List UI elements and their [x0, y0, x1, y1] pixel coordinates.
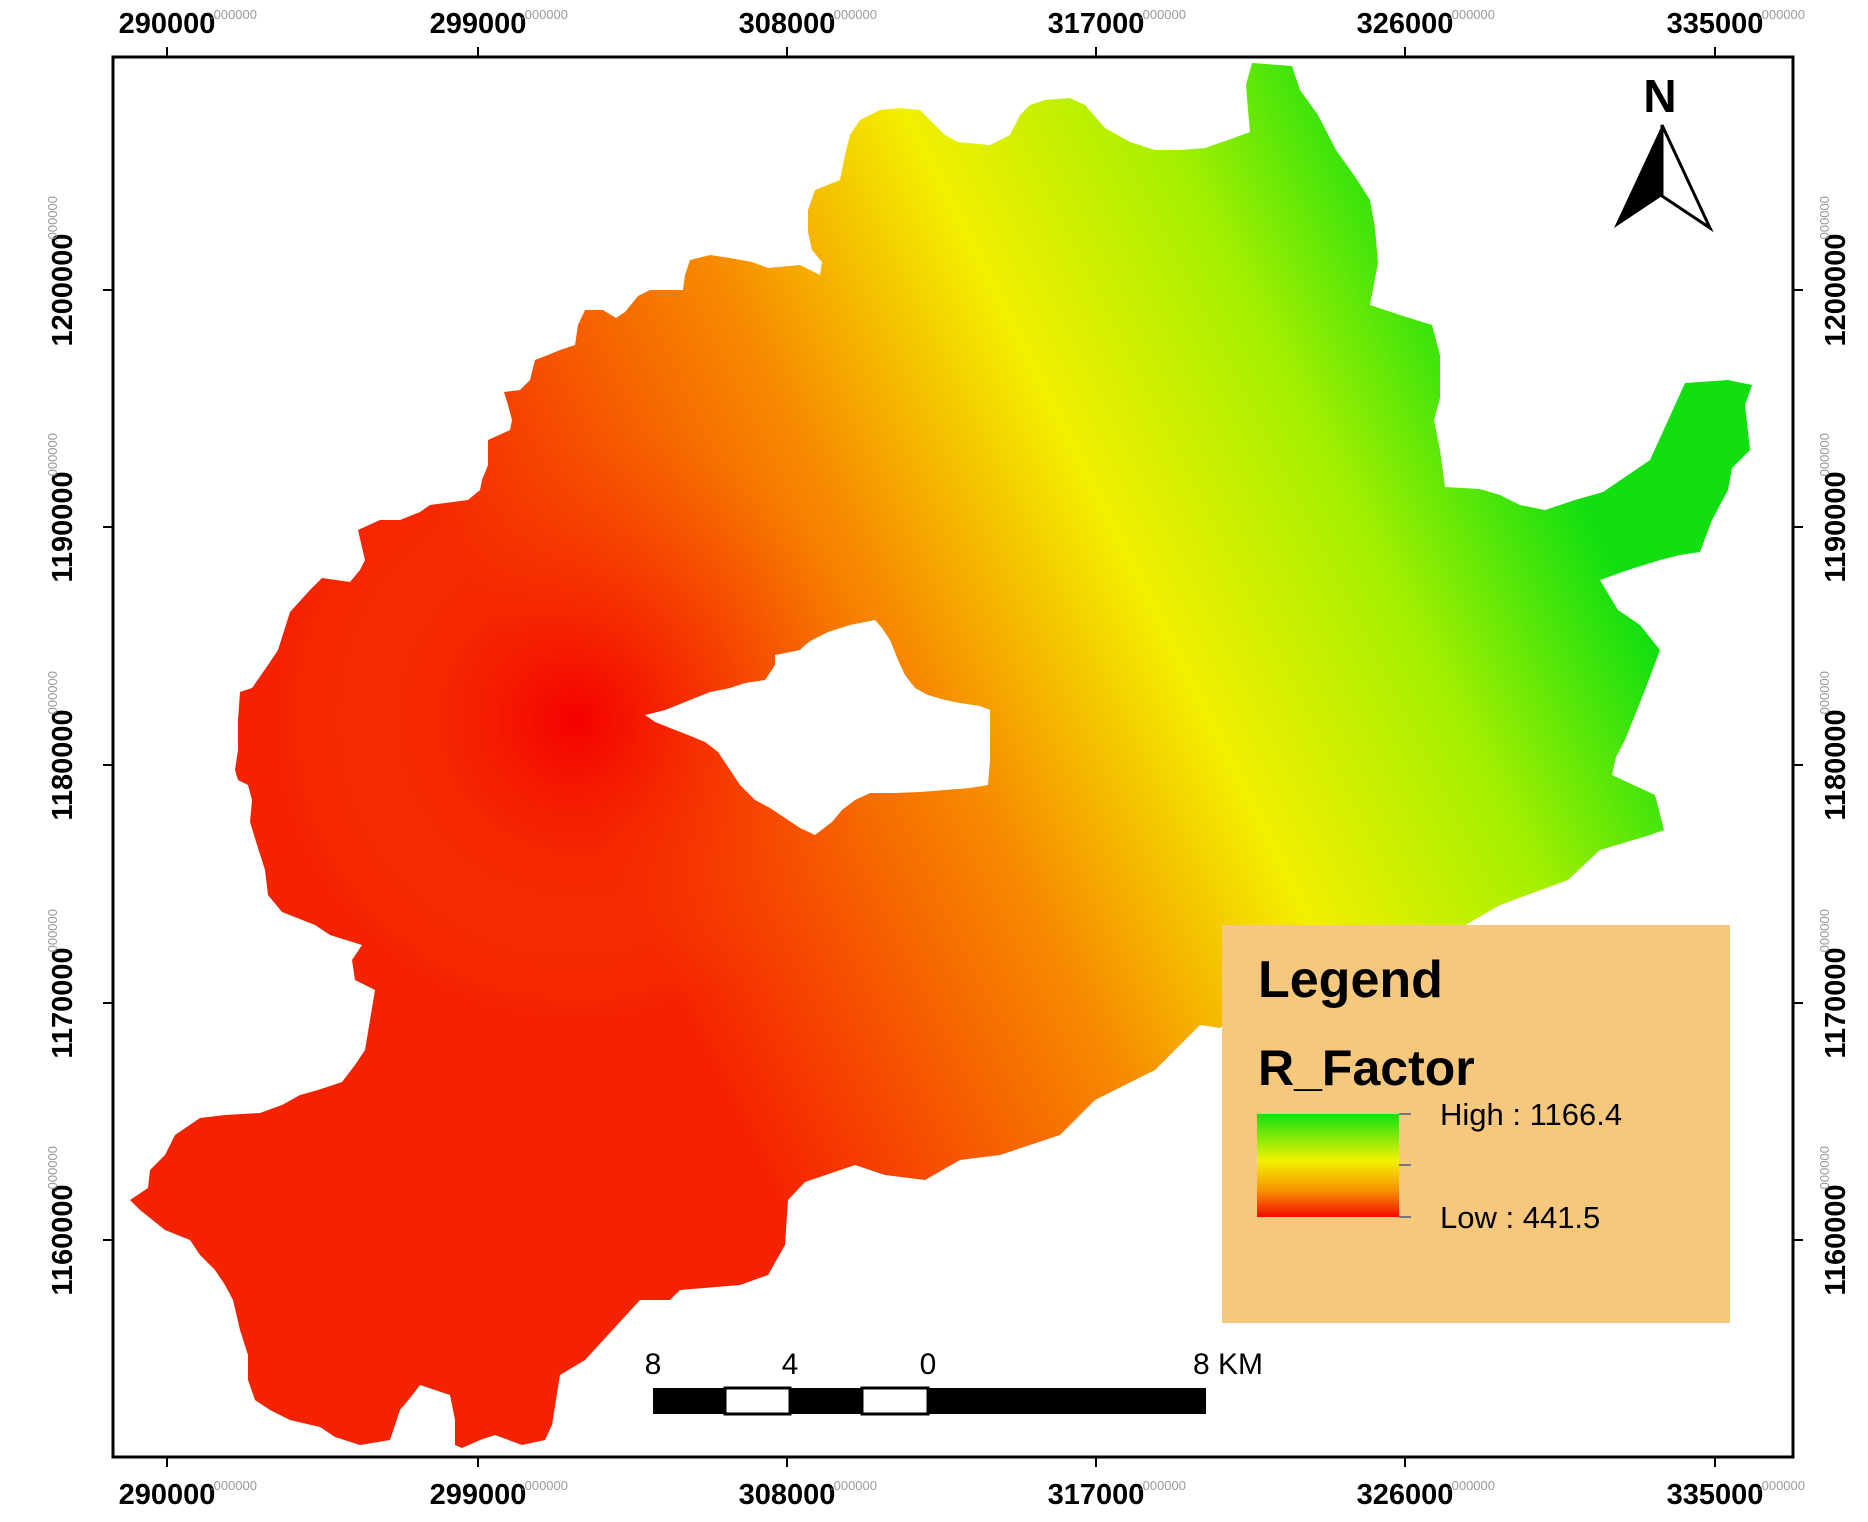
y-tick-right-label: 1180000 — [1820, 709, 1852, 820]
x-tick-top-label: 335000 — [1667, 8, 1764, 40]
x-tick-top-label: 326000 — [1357, 8, 1454, 40]
x-tick-top-decimal: .000000 — [1448, 7, 1495, 22]
y-tick-left-decimal: .000000 — [45, 671, 60, 718]
x-tick-bottom-decimal: .000000 — [521, 1478, 568, 1493]
y-tick-right-decimal: .000000 — [1817, 909, 1832, 956]
y-tick-left-label: 1160000 — [47, 1184, 79, 1295]
scale-label: 8 — [645, 1348, 662, 1381]
grid-tick-marks — [103, 47, 1803, 1467]
north-label: N — [1643, 70, 1676, 122]
scale-label: 8 KM — [1193, 1348, 1263, 1381]
x-tick-top-label: 317000 — [1048, 8, 1145, 40]
map-frame — [111, 55, 1795, 1459]
x-axis-bottom: 290000 299000 308000 317000 326000 33500… — [119, 1478, 1805, 1511]
y-tick-left-decimal: .000000 — [45, 433, 60, 480]
y-tick-right-decimal: .000000 — [1817, 196, 1832, 243]
x-tick-bottom-label: 299000 — [430, 1479, 527, 1511]
y-tick-right-decimal: .000000 — [1817, 433, 1832, 480]
x-tick-bottom-decimal: .000000 — [1758, 1478, 1805, 1493]
y-tick-left-label: 1190000 — [47, 471, 79, 582]
legend-low-label: Low : 441.5 — [1440, 1200, 1600, 1235]
y-tick-right-label: 1170000 — [1820, 947, 1852, 1058]
scale-label: 0 — [920, 1348, 937, 1381]
y-axis-left: 1200000 1190000 1180000 1170000 1160000 … — [45, 196, 79, 1296]
low-value-hotspot — [130, 63, 1752, 1448]
x-tick-bottom-decimal: .000000 — [830, 1478, 877, 1493]
x-tick-bottom-decimal: .000000 — [1139, 1478, 1186, 1493]
x-tick-top-decimal: .000000 — [830, 7, 877, 22]
x-tick-top-decimal: .000000 — [1758, 7, 1805, 22]
scale-segment — [723, 1386, 792, 1416]
y-tick-left-decimal: .000000 — [45, 196, 60, 243]
x-tick-bottom-label: 290000 — [119, 1479, 216, 1511]
y-tick-right-decimal: .000000 — [1817, 1146, 1832, 1193]
x-tick-bottom-label: 308000 — [739, 1479, 836, 1511]
x-tick-bottom-decimal: .000000 — [1448, 1478, 1495, 1493]
y-tick-right-label: 1200000 — [1820, 234, 1852, 347]
north-arrow-right-half — [1660, 124, 1714, 233]
y-tick-left-label: 1170000 — [47, 947, 79, 1058]
x-tick-top-decimal: .000000 — [1139, 7, 1186, 22]
y-axis-right: 1200000 1190000 1180000 1170000 1160000 … — [1817, 196, 1852, 1296]
y-tick-left-decimal: .000000 — [45, 909, 60, 956]
x-tick-top-decimal: .000000 — [210, 7, 257, 22]
y-tick-right-decimal: .000000 — [1817, 671, 1832, 718]
y-tick-left-label: 1200000 — [47, 234, 79, 347]
y-tick-right-label: 1160000 — [1820, 1184, 1852, 1295]
scale-segment — [928, 1388, 1206, 1414]
y-tick-right-label: 1190000 — [1820, 471, 1852, 582]
legend-title: Legend — [1258, 951, 1443, 1009]
x-axis-top: 290000 299000 308000 317000 326000 33500… — [119, 7, 1805, 40]
x-tick-top-label: 308000 — [739, 8, 836, 40]
x-tick-top-label: 290000 — [119, 8, 216, 40]
x-tick-bottom-label: 326000 — [1357, 1479, 1454, 1511]
north-arrow: N — [1614, 70, 1714, 233]
y-tick-left-label: 1180000 — [47, 709, 79, 820]
scale-segment — [860, 1386, 930, 1416]
north-arrow-left-half — [1614, 125, 1662, 228]
x-tick-bottom-label: 335000 — [1667, 1479, 1764, 1511]
scale-segment — [653, 1388, 725, 1414]
r-factor-surface — [130, 63, 1752, 1448]
legend-layer-name: R_Factor — [1258, 1040, 1475, 1096]
x-tick-bottom-label: 317000 — [1048, 1479, 1145, 1511]
legend-high-label: High : 1166.4 — [1440, 1097, 1622, 1132]
scale-bar: 8 4 0 8 KM — [645, 1348, 1263, 1416]
legend: Legend R_Factor High : 1166.4 Low : 441.… — [1222, 925, 1730, 1323]
scale-segment — [790, 1388, 862, 1414]
scale-label: 4 — [782, 1348, 799, 1381]
legend-color-ramp — [1257, 1114, 1399, 1217]
x-tick-top-label: 299000 — [430, 8, 527, 40]
x-tick-top-decimal: .000000 — [521, 7, 568, 22]
x-tick-bottom-decimal: .000000 — [210, 1478, 257, 1493]
y-tick-left-decimal: .000000 — [45, 1146, 60, 1193]
